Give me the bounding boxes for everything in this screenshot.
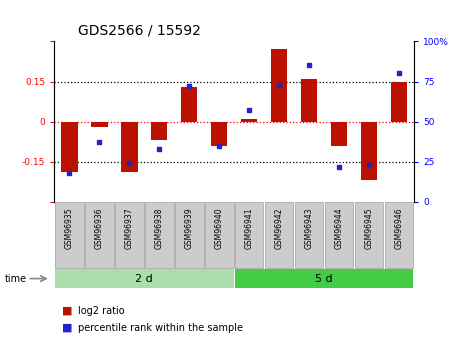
FancyBboxPatch shape (55, 203, 84, 268)
Text: ■: ■ (61, 323, 72, 333)
Bar (241, 119, 257, 122)
FancyBboxPatch shape (355, 203, 383, 268)
Text: ■: ■ (61, 306, 72, 315)
FancyBboxPatch shape (265, 203, 293, 268)
Bar (181, 87, 197, 122)
Bar (271, 49, 287, 122)
Bar (121, 122, 138, 172)
Text: log2 ratio: log2 ratio (78, 306, 125, 315)
Bar (301, 79, 317, 122)
Text: GSM96941: GSM96941 (245, 207, 254, 249)
Bar (391, 81, 407, 122)
Text: 5 d: 5 d (315, 274, 333, 284)
FancyBboxPatch shape (295, 203, 324, 268)
FancyBboxPatch shape (324, 203, 353, 268)
FancyBboxPatch shape (145, 203, 174, 268)
Text: GSM96944: GSM96944 (334, 207, 343, 249)
Bar (151, 122, 167, 140)
FancyBboxPatch shape (115, 203, 144, 268)
Text: GSM96936: GSM96936 (95, 207, 104, 249)
Text: GSM96935: GSM96935 (65, 207, 74, 249)
Text: GSM96945: GSM96945 (364, 207, 374, 249)
Text: GSM96940: GSM96940 (215, 207, 224, 249)
Text: GSM96937: GSM96937 (125, 207, 134, 249)
FancyBboxPatch shape (235, 203, 263, 268)
Text: percentile rank within the sample: percentile rank within the sample (78, 323, 243, 333)
Bar (61, 122, 78, 172)
Text: GSM96942: GSM96942 (274, 207, 284, 249)
FancyBboxPatch shape (85, 203, 114, 268)
FancyBboxPatch shape (385, 203, 413, 268)
Bar (91, 122, 107, 127)
FancyBboxPatch shape (205, 203, 234, 268)
Text: GDS2566 / 15592: GDS2566 / 15592 (78, 24, 201, 38)
Bar (211, 122, 228, 146)
Bar (331, 122, 347, 146)
FancyBboxPatch shape (55, 269, 234, 288)
Text: 2 d: 2 d (135, 274, 153, 284)
Text: GSM96946: GSM96946 (394, 207, 403, 249)
Bar (361, 122, 377, 180)
Text: GSM96939: GSM96939 (184, 207, 194, 249)
FancyBboxPatch shape (175, 203, 203, 268)
Text: GSM96938: GSM96938 (155, 207, 164, 249)
FancyBboxPatch shape (235, 269, 413, 288)
Text: time: time (5, 274, 27, 284)
Text: GSM96943: GSM96943 (305, 207, 314, 249)
